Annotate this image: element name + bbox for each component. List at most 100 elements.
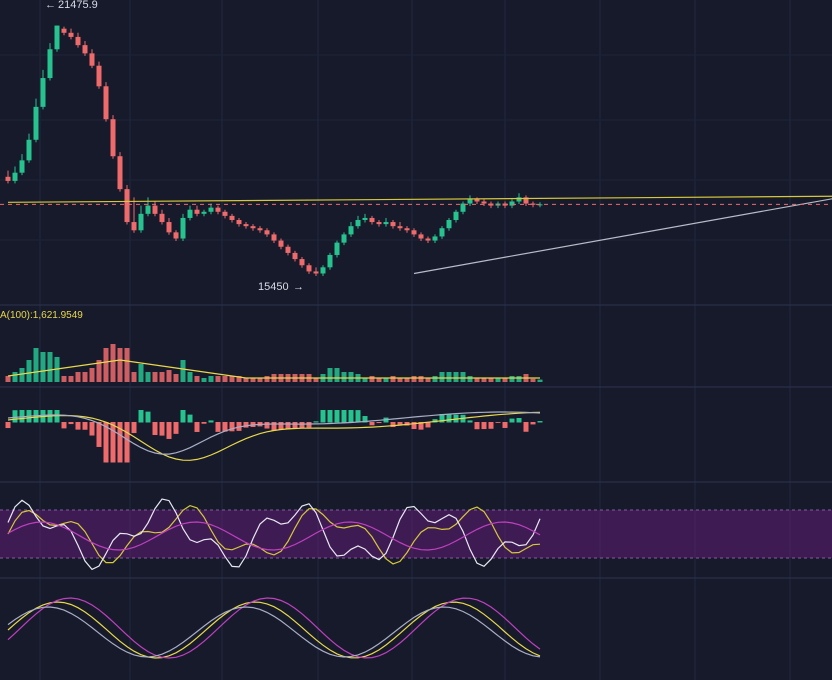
candle-body <box>257 228 263 231</box>
candle-body <box>138 213 144 231</box>
volume-bar <box>369 376 375 382</box>
volume-bar <box>243 378 249 382</box>
candle-body <box>530 203 536 205</box>
candle-body <box>516 197 522 202</box>
macd-bar <box>481 422 487 430</box>
volume-bar <box>138 364 144 382</box>
candle-body <box>369 217 375 223</box>
volume-bar <box>327 368 333 382</box>
candle-body <box>229 215 235 220</box>
volume-bar <box>439 372 445 382</box>
candle-body <box>12 172 18 181</box>
volume-bar <box>117 348 123 382</box>
volume-bar <box>159 372 165 382</box>
volume-bar <box>425 378 431 382</box>
macd-bar <box>390 422 396 428</box>
macd-bar <box>369 422 375 426</box>
macd-bar <box>334 410 340 423</box>
macd-bar <box>124 422 130 463</box>
macd-bar <box>488 422 494 429</box>
macd-bar <box>313 421 319 423</box>
macd-bar <box>215 422 221 432</box>
rsi-line-2 <box>7 498 541 571</box>
macd-bar <box>292 422 298 429</box>
volume-bar <box>341 372 347 382</box>
candle-body <box>306 265 312 272</box>
candle-body <box>334 242 340 255</box>
candle-body <box>397 226 403 229</box>
candle-body <box>341 234 347 243</box>
volume-bar <box>180 360 186 382</box>
macd-bar <box>285 422 291 430</box>
volume-ma-line <box>7 359 540 379</box>
macd-bar <box>180 410 186 423</box>
rsi-line-1 <box>7 504 541 565</box>
macd-bar <box>68 422 74 425</box>
candle-body <box>383 222 389 225</box>
trendline-support <box>413 198 832 275</box>
macd-bar <box>425 422 431 428</box>
volume-bar <box>236 376 242 382</box>
candle-body <box>460 203 466 212</box>
macd-bar <box>201 422 207 424</box>
volume-bar <box>47 352 53 382</box>
macd-bar <box>117 422 123 463</box>
volume-bar <box>68 376 74 382</box>
macd-bar <box>418 422 424 430</box>
candle-body <box>222 211 228 216</box>
candle-body <box>327 254 333 268</box>
macd-bar <box>75 422 81 430</box>
volume-bar <box>103 348 109 382</box>
volume-bar <box>495 378 501 382</box>
candle-body <box>215 207 221 212</box>
volume-bar <box>334 368 340 382</box>
candle-body <box>54 25 60 50</box>
stoch-d-line <box>7 597 541 659</box>
candle-body <box>180 217 186 239</box>
macd-bar <box>439 414 445 423</box>
macd-bar <box>341 410 347 423</box>
volume-bar <box>33 348 39 382</box>
macd-bar <box>530 422 536 425</box>
volume-bar <box>26 360 32 382</box>
macd-bar <box>131 422 137 434</box>
volume-bar <box>467 376 473 382</box>
volume-bar <box>131 372 137 382</box>
candle-body <box>285 246 291 253</box>
candle-body <box>152 205 158 214</box>
volume-bar <box>432 376 438 382</box>
volume-bar <box>40 352 46 382</box>
macd-bar <box>243 422 249 428</box>
candle-body <box>432 236 438 241</box>
volume-bar <box>362 378 368 382</box>
volume-bar <box>418 376 424 382</box>
macd-bar <box>376 422 382 424</box>
macd-bar <box>474 422 480 430</box>
candle-body <box>264 230 270 235</box>
volume-bar <box>397 378 403 382</box>
macd-bar <box>537 421 543 423</box>
candle-body <box>313 271 319 274</box>
macd-bar <box>82 422 88 430</box>
macd-bar <box>362 416 368 423</box>
candle-body <box>453 211 459 220</box>
volume-bar <box>82 372 88 382</box>
macd-bar <box>89 422 95 436</box>
candlestick-series <box>5 25 543 463</box>
macd-bar <box>306 422 312 428</box>
candle-body <box>145 205 151 214</box>
macd-bar <box>355 410 361 423</box>
volume-bar <box>530 378 536 382</box>
candle-body <box>166 222 172 233</box>
stoch-k-line <box>7 601 541 659</box>
volume-bar <box>509 376 515 382</box>
macd-bar <box>278 422 284 430</box>
macd-bar <box>103 422 109 463</box>
candle-body <box>173 232 179 239</box>
candle-body <box>446 220 452 229</box>
candle-body <box>404 228 410 231</box>
macd-bar <box>432 419 438 423</box>
volume-bar <box>12 372 18 382</box>
volume-bar <box>460 372 466 382</box>
